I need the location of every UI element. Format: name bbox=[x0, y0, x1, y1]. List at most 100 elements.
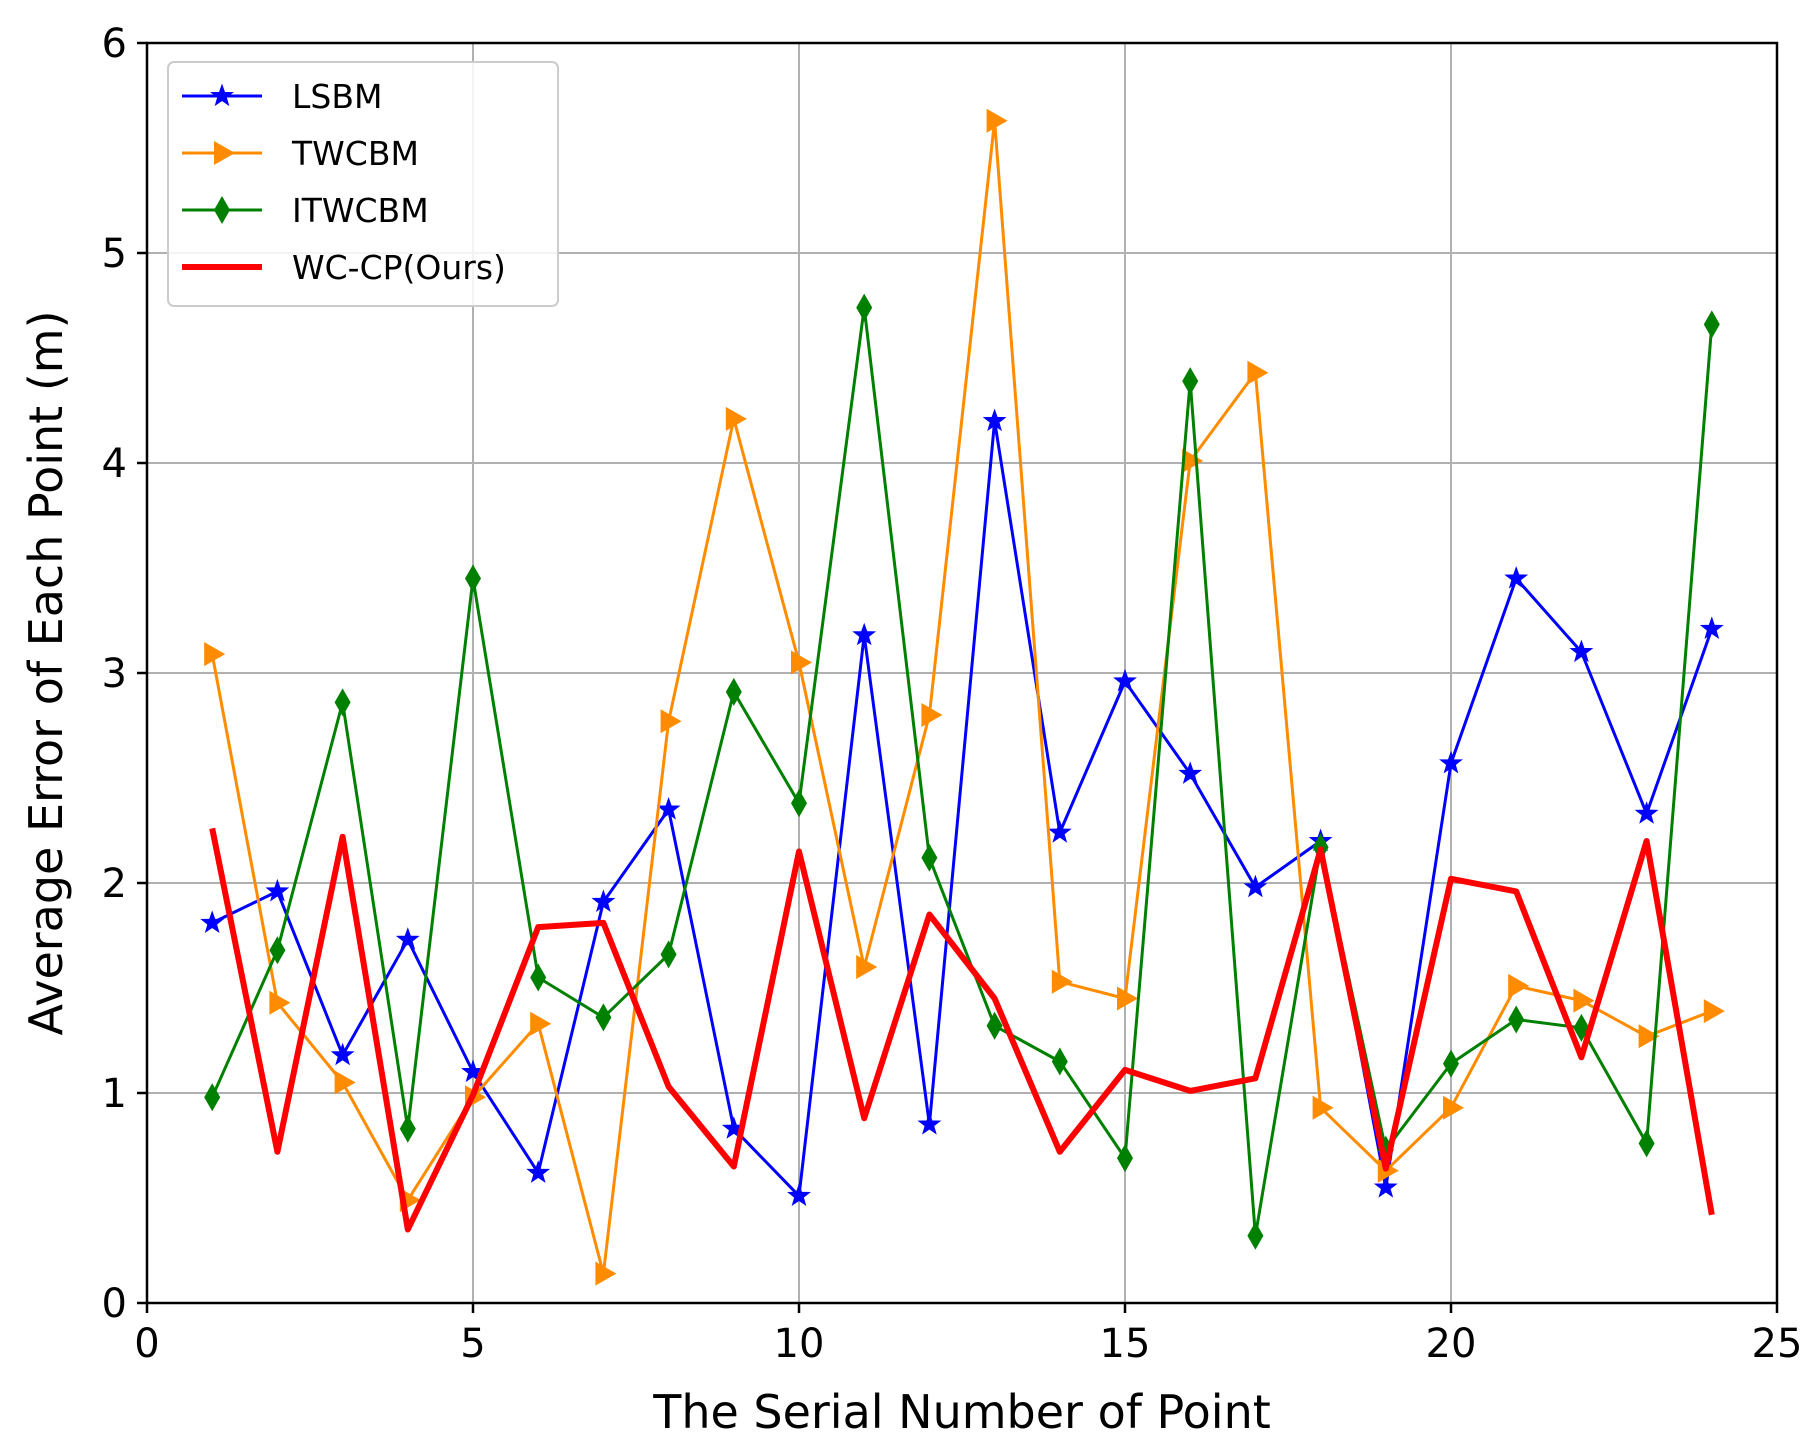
data-point bbox=[1247, 1221, 1264, 1250]
legend-label: ITWCBM bbox=[292, 191, 429, 230]
data-point bbox=[787, 1183, 811, 1206]
data-point bbox=[530, 1011, 552, 1036]
series-wc-cp-ours- bbox=[209, 827, 1715, 1233]
data-point bbox=[1051, 969, 1073, 994]
data-point bbox=[856, 293, 873, 322]
data-point bbox=[856, 955, 878, 979]
x-tick-label: 25 bbox=[1752, 1321, 1803, 1367]
data-point bbox=[852, 622, 877, 646]
data-point bbox=[1117, 1144, 1133, 1173]
legend-box bbox=[167, 61, 559, 307]
data-point bbox=[204, 1083, 221, 1112]
data-point bbox=[1373, 1174, 1398, 1198]
data-point bbox=[1634, 801, 1659, 824]
data-point bbox=[334, 1070, 356, 1095]
data-point bbox=[595, 1261, 617, 1286]
data-point bbox=[1117, 986, 1138, 1011]
data-point bbox=[530, 963, 547, 992]
series-itwcbm bbox=[204, 293, 1720, 1250]
series-line bbox=[209, 827, 1715, 1233]
data-point bbox=[656, 796, 681, 820]
data-point bbox=[921, 703, 943, 727]
data-point bbox=[465, 564, 481, 593]
data-point bbox=[265, 878, 290, 902]
data-point bbox=[1638, 1024, 1660, 1049]
data-point bbox=[1504, 565, 1529, 589]
y-tick-label: 1 bbox=[102, 1071, 127, 1117]
x-tick-label: 5 bbox=[460, 1321, 485, 1367]
y-tick-label: 3 bbox=[102, 651, 127, 697]
series-line bbox=[210, 306, 1714, 1238]
data-point bbox=[330, 1042, 355, 1066]
data-point bbox=[1443, 1095, 1464, 1120]
y-tick-label: 5 bbox=[102, 231, 127, 277]
data-point bbox=[399, 1114, 416, 1143]
legend-item: WC-CP(Ours) bbox=[182, 248, 506, 287]
legend-marker bbox=[210, 83, 234, 107]
data-point bbox=[1569, 639, 1594, 663]
data-point bbox=[791, 650, 812, 675]
y-tick-label: 4 bbox=[102, 441, 127, 487]
data-point bbox=[1178, 761, 1203, 784]
data-point bbox=[1508, 973, 1530, 998]
data-point bbox=[1047, 820, 1072, 843]
series-layer bbox=[200, 108, 1725, 1286]
data-point bbox=[986, 108, 1008, 133]
data-point bbox=[660, 940, 677, 969]
x-tick-label: 15 bbox=[1100, 1321, 1151, 1367]
data-point bbox=[1247, 360, 1269, 385]
data-point bbox=[595, 1003, 612, 1032]
data-point bbox=[791, 789, 807, 818]
axis-ticks: 0 5 10 15 20 25 0 1 2 3 4 5 6 bbox=[102, 21, 1803, 1367]
data-point bbox=[660, 709, 682, 734]
data-point bbox=[1182, 448, 1204, 473]
legend-item: ITWCBM bbox=[182, 191, 429, 230]
data-point bbox=[204, 642, 226, 667]
data-point bbox=[526, 1160, 551, 1183]
data-point bbox=[1312, 1095, 1334, 1120]
data-point bbox=[1051, 1047, 1068, 1076]
data-point bbox=[725, 677, 742, 706]
data-point bbox=[982, 408, 1007, 432]
data-point bbox=[917, 1111, 942, 1135]
data-point bbox=[1573, 988, 1595, 1013]
legend-label: LSBM bbox=[292, 77, 382, 116]
x-tick-label: 0 bbox=[134, 1321, 159, 1367]
y-tick-label: 2 bbox=[102, 861, 127, 907]
data-point bbox=[1703, 999, 1725, 1024]
data-point bbox=[1699, 616, 1724, 639]
data-point bbox=[1439, 750, 1463, 774]
data-point bbox=[1703, 310, 1720, 339]
legend-item: TWCBM bbox=[182, 134, 419, 173]
x-tick-label: 20 bbox=[1426, 1321, 1477, 1367]
data-point bbox=[269, 990, 291, 1015]
legend-item: LSBM bbox=[182, 77, 382, 116]
data-point bbox=[591, 889, 616, 912]
data-point bbox=[986, 1011, 1003, 1040]
legend-label: WC-CP(Ours) bbox=[292, 248, 506, 287]
data-point bbox=[1443, 1049, 1459, 1078]
data-point bbox=[725, 406, 747, 431]
legend: LSBM TWCBM ITWCBM WC-CP(Ours) bbox=[167, 61, 559, 307]
legend-marker bbox=[214, 196, 230, 224]
data-point bbox=[1182, 367, 1199, 396]
y-axis-label: Average Error of Each Point (m) bbox=[19, 310, 73, 1035]
data-point bbox=[395, 927, 420, 950]
data-point bbox=[334, 688, 351, 717]
legend-marker bbox=[214, 141, 235, 165]
x-tick-label: 10 bbox=[774, 1321, 825, 1367]
legend-label: TWCBM bbox=[291, 134, 419, 173]
x-axis-label: The Serial Number of Point bbox=[652, 1385, 1271, 1439]
data-point bbox=[1508, 1005, 1525, 1034]
data-point bbox=[1638, 1129, 1655, 1158]
data-point bbox=[200, 910, 225, 933]
data-point bbox=[921, 843, 938, 872]
data-point bbox=[1243, 874, 1268, 898]
y-tick-label: 0 bbox=[102, 1281, 127, 1327]
data-point bbox=[269, 936, 286, 965]
y-tick-label: 6 bbox=[102, 21, 127, 67]
series-line bbox=[211, 419, 1714, 1198]
grid-lines bbox=[146, 42, 1778, 1304]
data-point bbox=[1113, 668, 1137, 692]
